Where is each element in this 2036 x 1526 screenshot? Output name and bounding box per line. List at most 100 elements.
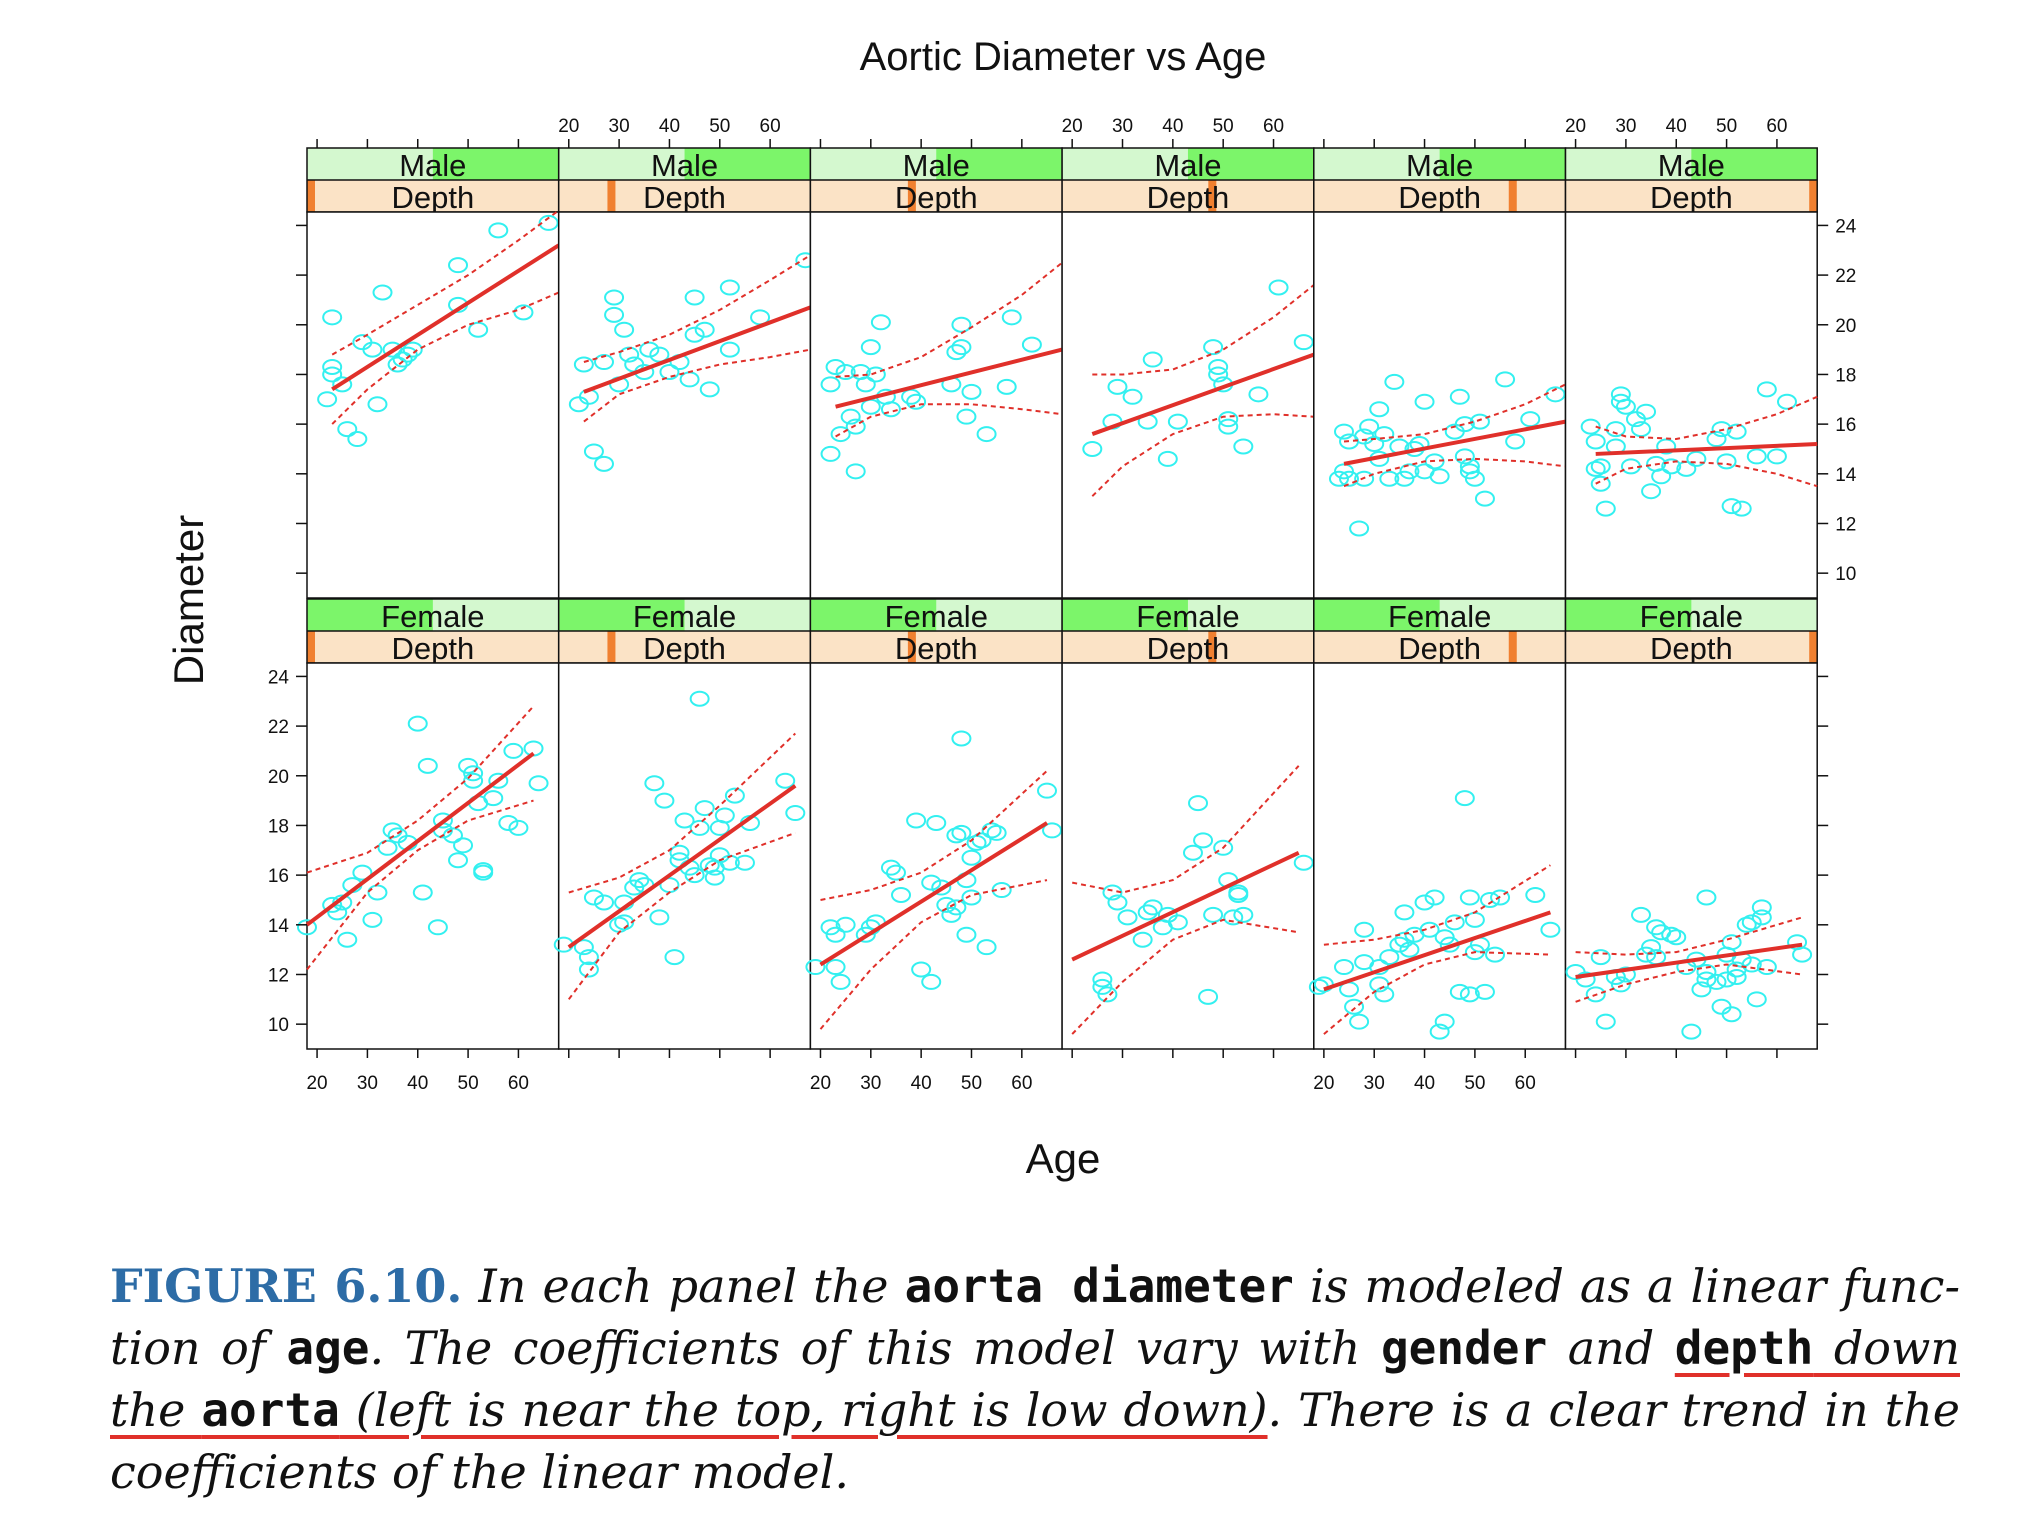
data-point (1107, 378, 1128, 395)
confidence-band-upper (1595, 395, 1818, 441)
confidence-band-lower (835, 403, 1063, 438)
data-point (840, 408, 861, 425)
data-point (860, 339, 881, 356)
x-tick-label: 60 (1515, 1073, 1536, 1094)
x-tick-label: 60 (1011, 1073, 1032, 1094)
data-point (347, 431, 368, 448)
data-point (604, 306, 625, 323)
data-point (1666, 929, 1687, 946)
panel-frame (809, 662, 1063, 1050)
data-point (297, 919, 317, 936)
fit-line (1071, 850, 1300, 962)
gender-strip-label: Female (633, 599, 736, 634)
data-point (1233, 438, 1254, 455)
data-point (1344, 998, 1365, 1015)
data-point (1696, 889, 1717, 906)
data-point (1339, 470, 1360, 487)
confidence-band-lower (819, 879, 1048, 1030)
data-point (785, 805, 806, 822)
x-tick-label: 20 (306, 1073, 327, 1094)
data-point (1706, 973, 1727, 990)
caption-code: depth (1674, 1321, 1814, 1375)
data-point (1334, 463, 1355, 480)
data-point (805, 959, 826, 976)
data-point (699, 381, 720, 398)
data-point (880, 859, 901, 876)
data-point (1142, 899, 1163, 916)
depth-strip-label: Depth (1650, 631, 1733, 666)
x-tick-label: 30 (357, 1073, 378, 1094)
data-point (1434, 1013, 1455, 1030)
data-point (377, 839, 398, 856)
depth-strip-label: Depth (1147, 180, 1230, 215)
gender-strip-level (307, 599, 433, 631)
data-point (921, 973, 942, 990)
data-point (1414, 894, 1435, 911)
data-point (483, 790, 504, 807)
data-point (1369, 401, 1390, 418)
confidence-band-lower (306, 799, 534, 971)
data-point (1349, 1013, 1370, 1030)
data-point (1464, 470, 1485, 487)
data-point (1228, 884, 1249, 901)
data-point (951, 824, 972, 841)
data-point (322, 309, 343, 326)
data-point (1454, 448, 1475, 465)
data-point (649, 909, 670, 926)
data-point (1641, 483, 1662, 500)
data-point (684, 289, 705, 306)
depth-strip-label: Depth (895, 631, 978, 666)
data-point (427, 919, 448, 936)
data-point (1459, 463, 1480, 480)
confidence-band-upper (583, 254, 811, 363)
gender-strip-label: Female (381, 599, 484, 634)
data-point (327, 904, 348, 921)
data-point (684, 326, 705, 343)
panel-frame (809, 211, 1063, 599)
data-point (694, 800, 715, 817)
caption-text: down the (110, 1321, 1960, 1437)
x-tick-label: 30 (1364, 1073, 1385, 1094)
figure-label: FIGURE 6.10. (110, 1259, 463, 1313)
data-point (835, 916, 856, 933)
caption-text: In each panel the (462, 1259, 905, 1313)
data-point (392, 351, 413, 368)
depth-strip-indicator (1809, 631, 1818, 663)
data-point (1233, 906, 1254, 923)
data-point (1268, 279, 1289, 296)
caption-text: (left is near the top, right is low down… (339, 1383, 1268, 1437)
gender-strip-level (1062, 599, 1188, 631)
x-axis-label: Age (1026, 1135, 1101, 1182)
data-point (956, 408, 977, 425)
confidence-band-lower (1323, 951, 1551, 1035)
data-point (639, 341, 660, 358)
data-point (1359, 418, 1380, 435)
data-point (1379, 949, 1400, 966)
data-point (1575, 971, 1596, 988)
data-point (1424, 889, 1445, 906)
data-point (1490, 889, 1511, 906)
y-tick-label: 14 (268, 916, 290, 937)
data-point (1741, 914, 1762, 931)
panel-frame (1313, 662, 1567, 1050)
data-point (1384, 373, 1405, 390)
data-point (825, 959, 846, 976)
data-point (719, 279, 740, 296)
data-point (1167, 914, 1188, 931)
data-point (1097, 986, 1118, 1003)
data-point (1746, 991, 1767, 1008)
data-point (1223, 909, 1244, 926)
data-point (1731, 500, 1752, 517)
data-point (689, 690, 710, 707)
data-point (931, 879, 952, 896)
depth-strip-label: Depth (391, 631, 474, 666)
data-point (1792, 946, 1813, 963)
data-point (1414, 393, 1435, 410)
x-tick-label: 60 (508, 1073, 529, 1094)
data-point (961, 889, 982, 906)
data-point (448, 257, 469, 274)
x-tick-label: 50 (709, 116, 730, 137)
data-point (1540, 921, 1561, 938)
data-point (1595, 1013, 1616, 1030)
gender-strip-label: Female (1136, 599, 1239, 634)
